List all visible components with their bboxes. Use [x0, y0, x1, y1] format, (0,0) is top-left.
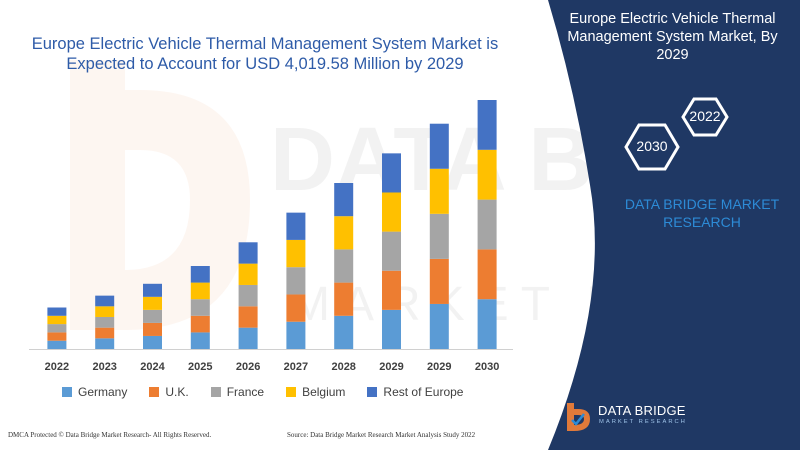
bar-segment-france-2025-3 [190, 299, 210, 316]
bar-segment-germany-2028-6 [334, 315, 354, 349]
bar-segment-germany-2024-2 [143, 335, 162, 349]
legend-item-france: France [210, 385, 265, 399]
bar-segment-rest-of-europe-2025-3 [190, 266, 210, 283]
legend-swatch-belgium [286, 387, 297, 397]
bar-segment-germany-2025-3 [190, 332, 210, 349]
bar-segment-u-k-2027-5 [286, 294, 306, 322]
bar-segment-belgium-2028-6 [334, 216, 354, 250]
bar-segment-rest-of-europe-2028-6 [334, 183, 354, 217]
x-tick-label-5: 2027 [284, 361, 308, 373]
bar-segment-u-k-2030-9 [477, 249, 497, 300]
bar-segment-germany-2026-4 [238, 327, 258, 349]
legend-label-germany: Germany [78, 385, 128, 399]
bar-segment-france-2030-9 [477, 199, 497, 250]
bar-segment-france-2029-7 [382, 231, 401, 271]
bar-segment-rest-of-europe-2022-0 [47, 307, 67, 316]
bar-segment-belgium-2025-3 [190, 282, 210, 300]
bar-segment-belgium-2027-5 [286, 239, 306, 268]
bar-segment-u-k-2025-3 [190, 315, 210, 333]
bar-segment-belgium-2026-4 [238, 263, 258, 285]
bar-segment-u-k-2024-2 [143, 322, 162, 336]
bar-segment-belgium-2024-2 [143, 296, 162, 310]
bar-segment-u-k-2023-1 [95, 327, 115, 339]
x-tick-label-9: 2030 [475, 361, 499, 373]
legend-item-rest-of-europe: Rest of Europe [367, 385, 463, 399]
source-note: Source: Data Bridge Market Research Mark… [287, 431, 476, 439]
brand-text: DATA BRIDGE MARKET RESEARCH [624, 196, 780, 230]
bar-segment-rest-of-europe-2029-8 [429, 123, 449, 169]
bar-segment-belgium-2029-7 [382, 192, 401, 232]
panel-title: Europe Electric Vehicle Thermal Manageme… [567, 11, 778, 63]
legend-label-france: France [226, 385, 265, 399]
bar-segment-u-k-2028-6 [334, 282, 354, 316]
bar-segment-rest-of-europe-2029-7 [382, 153, 401, 193]
bar-segment-france-2027-5 [286, 267, 306, 295]
bar-segment-belgium-2023-1 [95, 306, 115, 317]
hex-year-2030: 2030 [636, 138, 668, 154]
legend-label-belgium: Belgium [302, 385, 346, 399]
bar-segment-rest-of-europe-2027-5 [286, 212, 306, 240]
bar-segment-germany-2023-1 [95, 338, 115, 349]
x-tick-label-3: 2025 [188, 361, 212, 373]
legend-item-germany: Germany [62, 385, 127, 399]
bar-segment-rest-of-europe-2030-9 [477, 100, 497, 150]
legend-label-rest-of-europe: Rest of Europe [383, 385, 464, 399]
x-tick-label-4: 2026 [236, 361, 260, 373]
bar-segment-france-2029-8 [429, 213, 449, 259]
x-tick-label-0: 2022 [45, 361, 69, 373]
bar-segment-france-2023-1 [95, 316, 115, 328]
logo-mark-icon [567, 403, 590, 431]
bar-segment-belgium-2029-8 [429, 168, 449, 214]
logo-name: DATA BRIDGE [598, 403, 686, 418]
legend-swatch-germany [62, 387, 72, 397]
bar-segment-germany-2029-7 [382, 309, 401, 349]
chart-legend: Germany U.K. France Belgium Rest of Euro… [62, 384, 463, 400]
bar-segment-france-2024-2 [143, 309, 162, 323]
bar-segment-u-k-2022-0 [47, 332, 67, 341]
bar-segment-rest-of-europe-2024-2 [143, 283, 162, 297]
x-tick-label-6: 2028 [331, 361, 355, 373]
data-bridge-logo: DATA BRIDGE MARKET RESEARCH [562, 400, 692, 434]
bar-segment-germany-2027-5 [286, 321, 306, 349]
bar-segment-france-2026-4 [238, 284, 258, 307]
bar-segment-belgium-2022-0 [47, 315, 67, 325]
bar-segment-france-2028-6 [334, 249, 354, 283]
legend-item-belgium: Belgium [286, 385, 345, 399]
bar-segment-u-k-2026-4 [238, 306, 258, 328]
legend-swatch-rest-of-europe [367, 387, 378, 397]
legend-item-uk: U.K. [149, 385, 189, 399]
x-tick-label-7: 2029 [379, 361, 403, 373]
bar-segment-germany-2029-8 [429, 303, 449, 349]
hex-year-2022: 2022 [689, 108, 721, 124]
bar-segment-germany-2022-0 [47, 340, 67, 349]
legend-swatch-france [210, 387, 221, 397]
bar-segment-belgium-2030-9 [477, 149, 497, 200]
x-tick-label-8: 2029 [427, 361, 451, 373]
bar-segment-u-k-2029-8 [429, 258, 449, 304]
bar-segment-rest-of-europe-2023-1 [95, 295, 115, 307]
legend-swatch-uk [149, 387, 160, 397]
bar-segment-france-2022-0 [47, 324, 67, 333]
bar-segment-rest-of-europe-2026-4 [238, 242, 258, 264]
chart-title: Europe Electric Vehicle Thermal Manageme… [31, 35, 499, 73]
logo-subtitle: MARKET RESEARCH [599, 419, 687, 425]
x-tick-label-2: 2024 [140, 361, 165, 373]
bar-segment-u-k-2029-7 [382, 270, 401, 310]
bar-segment-germany-2030-9 [477, 299, 497, 349]
x-tick-label-1: 2023 [92, 361, 116, 373]
legend-label-uk: U.K. [165, 385, 189, 399]
copyright-notice: DMCA Protected © Data Bridge Market Rese… [8, 431, 212, 439]
